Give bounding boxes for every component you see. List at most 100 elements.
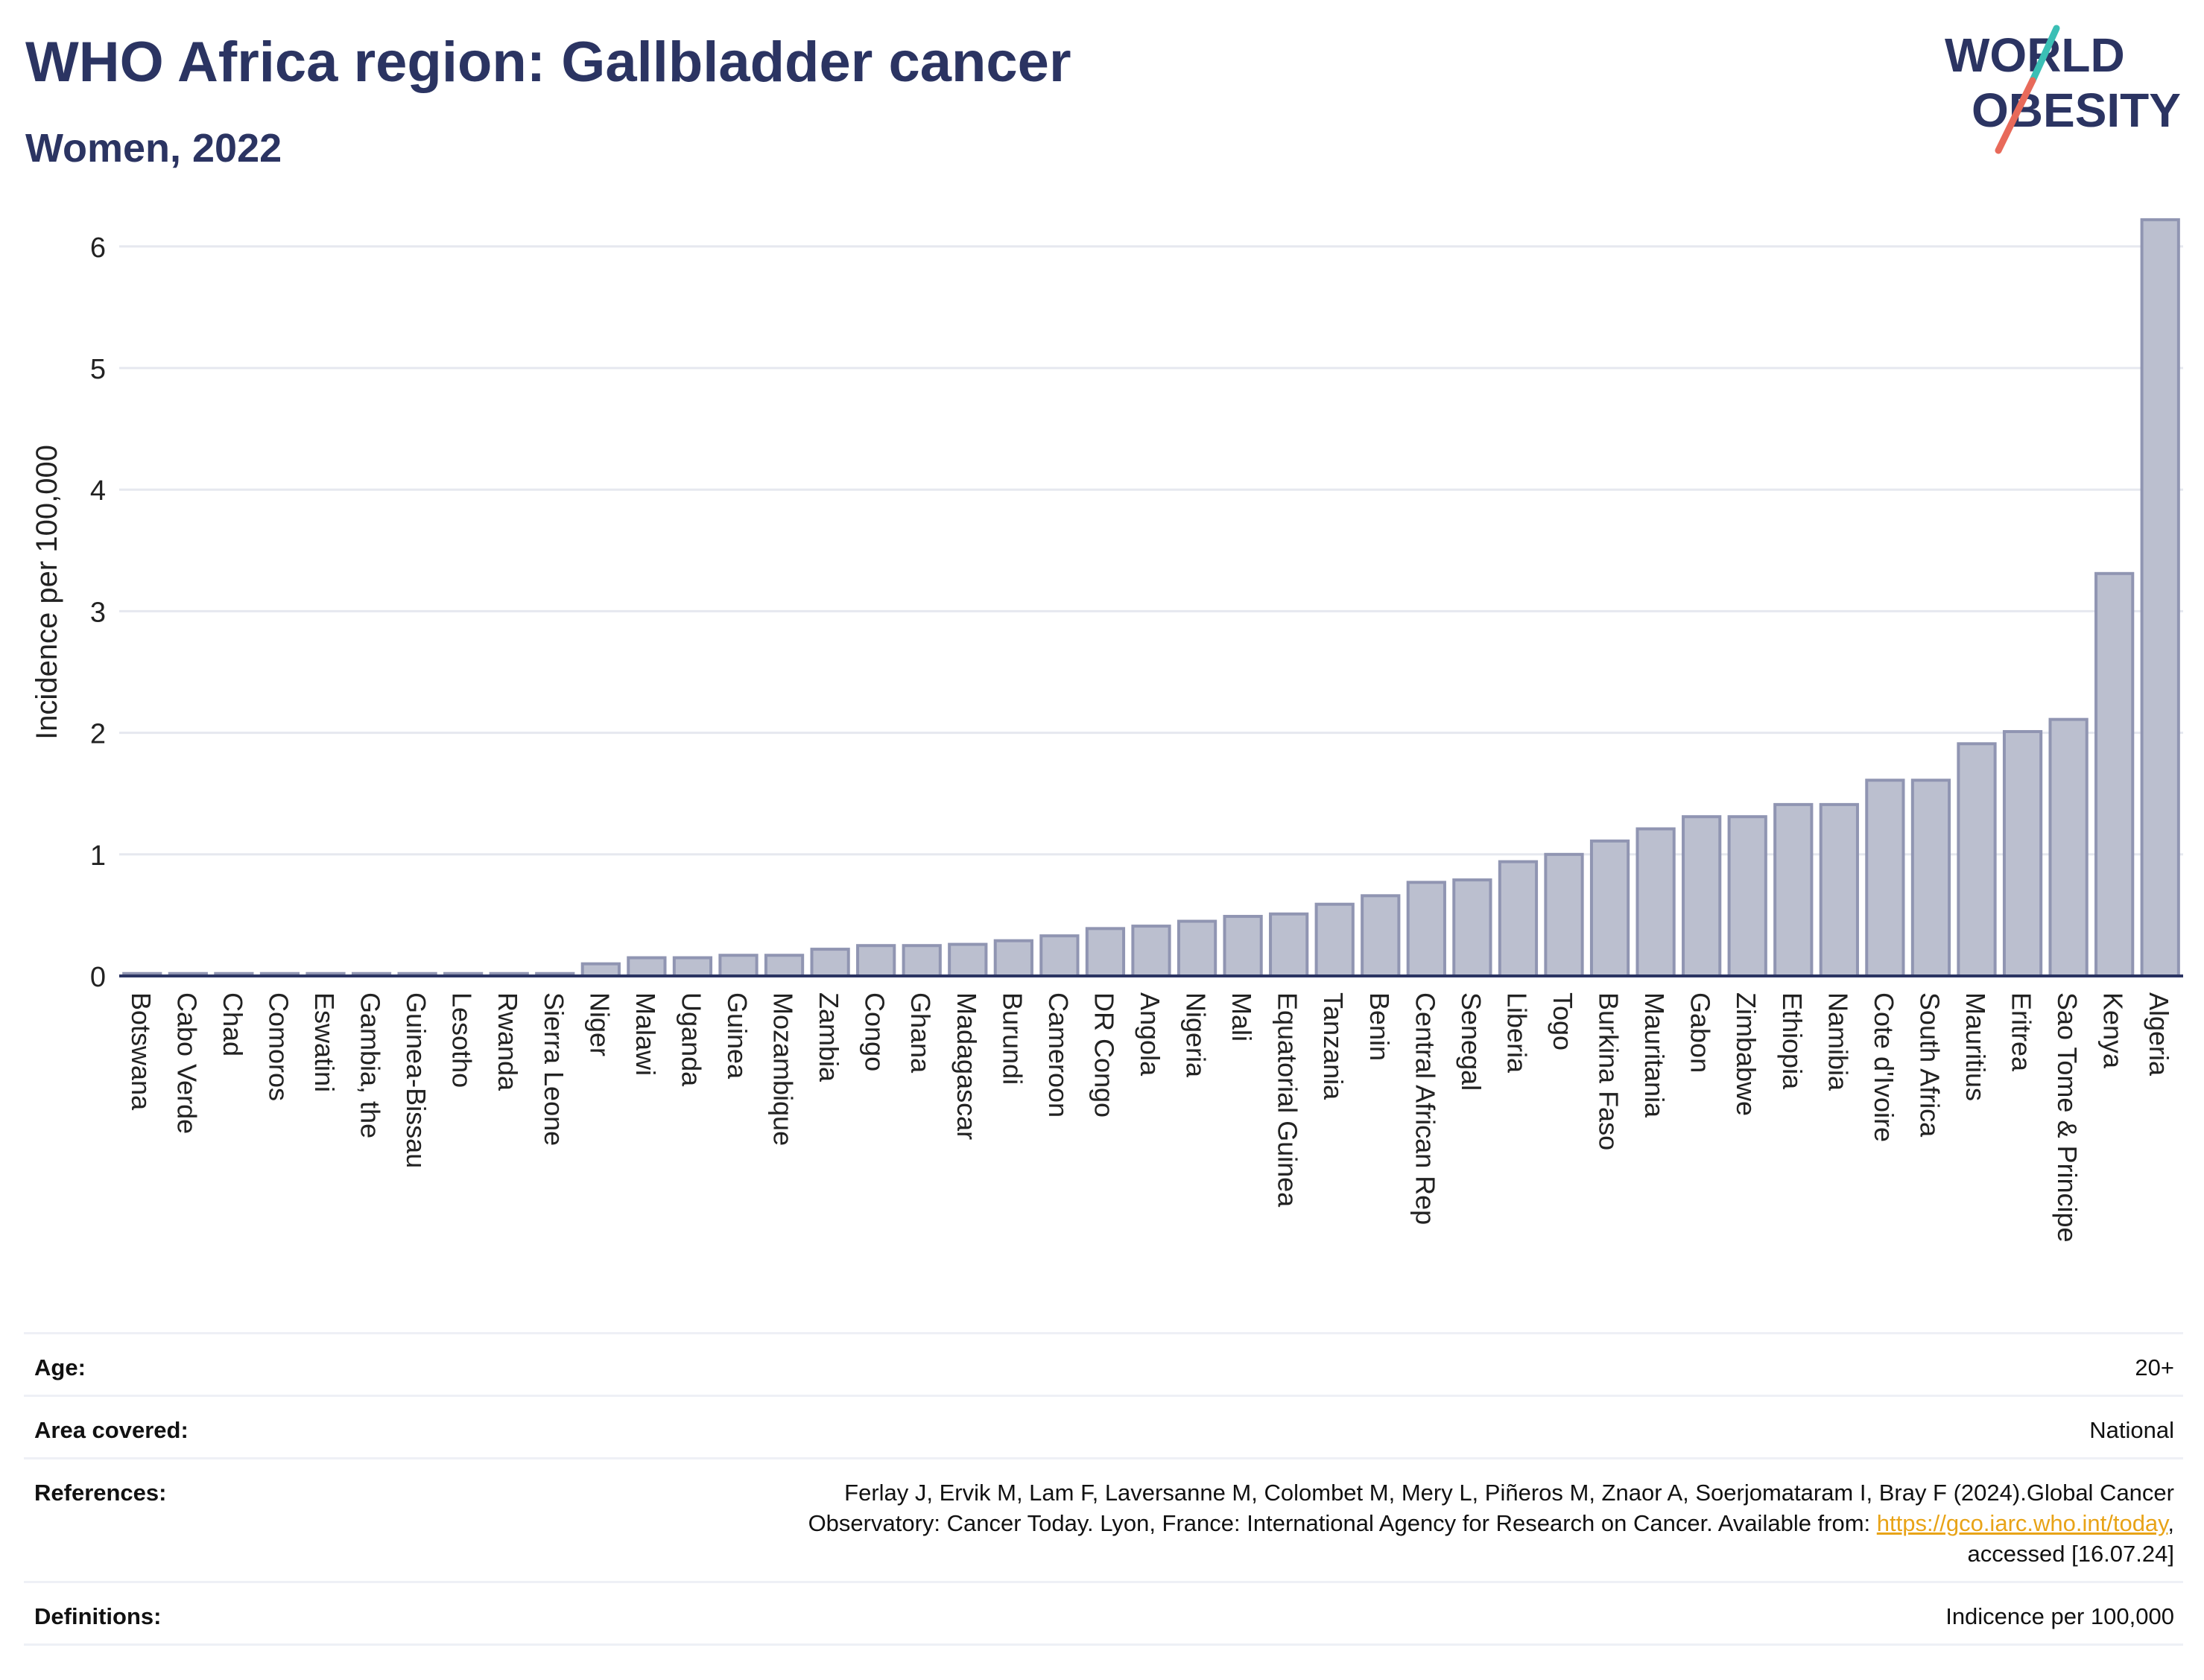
x-tick-label: Togo [1548, 992, 1578, 1050]
y-tick-label: 6 [90, 232, 106, 264]
bar-dr-congo [1085, 927, 1126, 978]
meta-row-age: Age: 20+ [24, 1332, 2183, 1395]
x-tick-label: Mozambique [768, 992, 799, 1146]
x-tick-label: Niger [584, 992, 615, 1056]
meta-row-area: Area covered: National [24, 1395, 2183, 1457]
x-tick-label: Chad [218, 992, 248, 1056]
x-tick-label: Eswatini [309, 992, 340, 1092]
y-tick-label: 1 [90, 840, 106, 872]
x-tick-label: Rwanda [493, 992, 523, 1091]
bar-cameroon [1039, 934, 1080, 978]
bar-burkina-faso [1589, 839, 1630, 978]
bar-equatorial-guinea [1269, 912, 1309, 977]
bar-namibia [1819, 802, 1859, 977]
x-tick-label: Algeria [2144, 992, 2174, 1077]
bar-guinea [718, 954, 759, 977]
x-tick-label: Gambia, the [355, 992, 386, 1138]
x-tick-label: Guinea [722, 992, 753, 1080]
gridlines [119, 245, 2183, 856]
meta-row-references: References: Ferlay J, Ervik M, Lam F, La… [24, 1457, 2183, 1581]
y-axis-label: Incidence per 100,000 [31, 445, 63, 740]
x-tick-label: Cameroon [1043, 992, 1074, 1118]
x-tick-label: DR Congo [1089, 992, 1119, 1118]
bar-uganda [672, 956, 713, 978]
metadata-table: Age: 20+ Area covered: National Referenc… [24, 1332, 2183, 1646]
x-tick-label: Zimbabwe [1731, 992, 1761, 1116]
chart-subtitle: Women, 2022 [25, 126, 282, 171]
bar-eritrea [2002, 729, 2043, 978]
x-tick-label: Sierra Leone [539, 992, 569, 1146]
meta-references-label: References: [34, 1480, 167, 1506]
bar-mozambique [764, 954, 805, 977]
x-tick-label: Burundi [997, 992, 1027, 1085]
x-tick-label: Comoros [263, 992, 294, 1101]
bar-angola [1131, 925, 1171, 978]
bar-kenya [2094, 571, 2135, 977]
x-tick-label: Congo [860, 992, 890, 1071]
bar-zambia [810, 948, 850, 977]
bar-ghana [902, 944, 942, 977]
bar-cote-d-ivoire [1865, 779, 1905, 978]
bar-senegal [1452, 878, 1492, 978]
bar-south-africa [1910, 779, 1951, 978]
x-tick-label: Malawi [630, 992, 661, 1076]
x-tick-label: Tanzania [1318, 992, 1349, 1100]
x-tick-label: Madagascar [951, 992, 982, 1140]
bar-malawi [627, 956, 667, 978]
world-obesity-logo: WORLD OBESITY [1945, 25, 2181, 154]
x-tick-label: Angola [1135, 992, 1165, 1077]
bar-mali [1223, 915, 1263, 977]
x-tick-label: Mali [1226, 992, 1257, 1042]
x-tick-label: Mauritius [1960, 992, 1991, 1101]
x-tick-label: Equatorial Guinea [1273, 992, 1303, 1208]
bar-madagascar [948, 942, 988, 977]
bar-mauritania [1635, 827, 1676, 977]
bar-sao-tome-principe [2048, 717, 2089, 977]
logo-slash-teal [2029, 25, 2060, 84]
references-line-3: accessed [16.07.24] [1967, 1541, 2174, 1567]
references-line-2-suffix: , [2167, 1510, 2174, 1536]
bar-liberia [1498, 860, 1539, 978]
x-tick-label: Mauritania [1639, 992, 1670, 1118]
chart-title: WHO Africa region: Gallbladder cancer [25, 31, 1071, 94]
y-tick-label: 3 [90, 597, 106, 628]
x-tick-label: Gabon [1685, 992, 1716, 1073]
meta-definitions-value: Indicence per 100,000 [1945, 1603, 2174, 1629]
x-tick-label: South Africa [1914, 992, 1945, 1138]
references-line-1: Ferlay J, Ervik M, Lam F, Laversanne M, … [844, 1480, 2174, 1506]
x-tick-label: Ethiopia [1777, 992, 1808, 1090]
bars [122, 218, 2180, 978]
meta-definitions-label: Definitions: [34, 1603, 162, 1629]
x-tick-label: Senegal [1456, 992, 1486, 1091]
x-tick-label: Uganda [676, 992, 706, 1087]
x-tick-label: Central African Rep [1410, 992, 1440, 1225]
x-tick-label: Burkina Faso [1594, 992, 1624, 1150]
bar-gabon [1682, 815, 1722, 978]
meta-area-value: National [2089, 1417, 2174, 1443]
x-tick-label: Zambia [814, 992, 844, 1083]
x-tick-label: Botswana [126, 992, 156, 1111]
x-tick-label: Kenya [2098, 992, 2129, 1069]
meta-area-label: Area covered: [34, 1417, 189, 1443]
y-tick-label: 5 [90, 354, 106, 385]
bar-zimbabwe [1727, 815, 1767, 978]
x-tick-label: Nigeria [1181, 992, 1212, 1078]
bar-mauritius [1957, 742, 1997, 978]
bar-tanzania [1314, 902, 1355, 978]
references-link[interactable]: https://gco.iarc.who.int/today [1876, 1510, 2168, 1536]
references-line-2-prefix: Observatory: Cancer Today. Lyon, France:… [808, 1510, 1877, 1536]
bar-burundi [993, 939, 1033, 977]
bar-nigeria [1177, 919, 1217, 978]
y-tick-label: 2 [90, 719, 106, 750]
y-tick-label: 0 [90, 962, 106, 993]
bar-ethiopia [1773, 802, 1814, 977]
x-tick-label: Eritrea [2007, 992, 2037, 1072]
x-tick-label: Cote d'Ivoire [1869, 992, 1899, 1142]
bar-chart: 0 1 2 3 4 5 6 Botswana Cabo Verde Chad Comoros Esw… [31, 218, 2183, 1243]
x-tick-label: Liberia [1501, 992, 1532, 1074]
bar-congo [856, 944, 896, 977]
x-tick-label: Lesotho [447, 992, 478, 1088]
logo-slash-coral [1995, 77, 2036, 154]
meta-row-definitions: Definitions: Indicence per 100,000 [24, 1581, 2183, 1646]
x-tick-label: Guinea-Bissau [401, 992, 431, 1168]
